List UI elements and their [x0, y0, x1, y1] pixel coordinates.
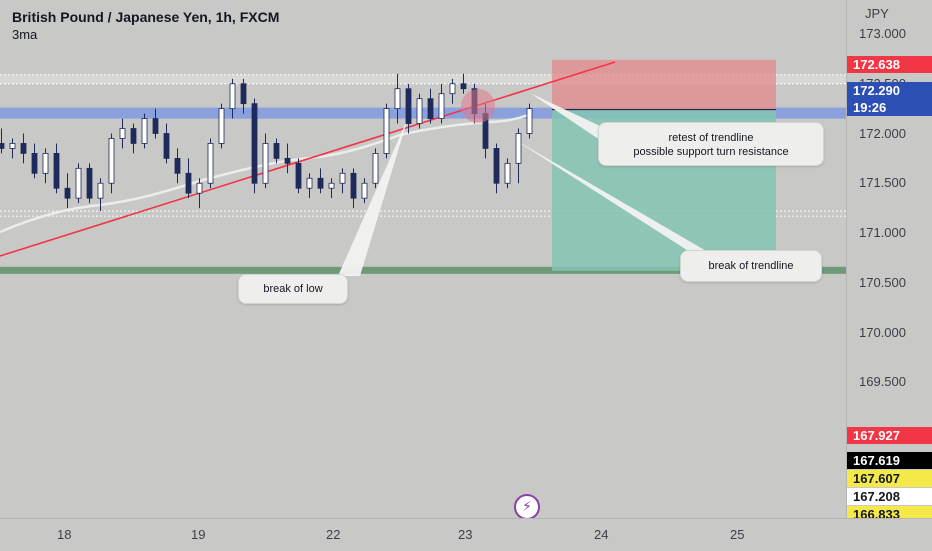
callout-break-of-low-text: break of low [263, 283, 323, 295]
candle-body [504, 162, 511, 184]
price-tick-label: 171.500 [859, 175, 906, 191]
candle-body [152, 118, 159, 134]
candle-body [427, 98, 434, 119]
candle-body [130, 128, 137, 144]
candle-body [251, 103, 258, 184]
candle-body [262, 143, 269, 184]
lightning-icon[interactable]: ⚡ [514, 494, 540, 518]
candle-body [207, 143, 214, 184]
candle-body [493, 148, 500, 184]
price-tick-label: 173.000 [859, 26, 906, 41]
candle-body [438, 93, 445, 119]
candle-body [141, 118, 148, 144]
ascending-trendline [0, 61, 616, 257]
candle-body [284, 157, 291, 164]
candle-body [394, 88, 401, 110]
pointer-break-of-trendline [512, 138, 708, 252]
candle-body [97, 182, 104, 199]
candle-body [218, 108, 225, 144]
candle-body [31, 152, 38, 174]
price-tick-label: 171.000 [859, 225, 906, 240]
symbol-title[interactable]: British Pound / Japanese Yen, 1h, FXCM [12, 9, 280, 25]
price-tag-value: 167.619 [853, 453, 900, 468]
candle-body [185, 172, 192, 194]
price-tag-value: 167.208 [853, 489, 900, 504]
price-tick-label: 169.500 [859, 374, 906, 390]
price-tag-last: 172.290 19:26 [847, 82, 932, 116]
candle-body [526, 108, 533, 134]
candle-body [350, 172, 357, 199]
indicator-label[interactable]: 3ma [12, 27, 38, 42]
price-tag-ma4: 167.208 [847, 488, 932, 505]
callout-retest: retest of trendline possible support tur… [598, 122, 824, 166]
pointer-break-of-low [338, 118, 408, 276]
pointer-retest [530, 93, 600, 140]
price-tag-target: 172.638 [847, 56, 932, 73]
candle-body [328, 182, 335, 189]
candle-body [0, 143, 5, 149]
candle-body [449, 83, 456, 95]
callout-break-of-trendline: break of trendline [680, 250, 822, 282]
candle-body [196, 182, 203, 194]
candle-body [20, 143, 27, 154]
candle-body [515, 133, 522, 164]
candle-body [372, 152, 379, 184]
currency-label: JPY [865, 6, 889, 21]
price-tag-ma1: 167.927 [847, 427, 932, 444]
upper-range-band [0, 74, 846, 84]
candle-body [273, 143, 280, 159]
price-tag-value: 167.607 [853, 471, 900, 486]
price-tick-label: 170.000 [859, 324, 906, 340]
price-tick-label: 170.500 [859, 274, 906, 290]
candle-body [361, 182, 368, 199]
price-tag-countdown: 19:26 [853, 100, 887, 115]
time-tick-label: 18 [57, 527, 72, 542]
price-tag-value: 172.290 [853, 83, 900, 98]
candle-body [53, 152, 60, 189]
candle-body [9, 143, 16, 149]
price-tag-ma2: 167.619 [847, 452, 932, 469]
candle-body [229, 83, 236, 110]
chart-legend: British Pound / Japanese Yen, 1h, FXCM 3… [12, 9, 279, 42]
price-axis[interactable]: JPY 173.000172.500172.000171.500171.0001… [846, 0, 932, 539]
candle-body [460, 83, 467, 90]
candle-body [174, 157, 181, 174]
price-tag-ma3: 167.607 [847, 470, 932, 487]
chart-canvas[interactable] [0, 0, 846, 518]
candle-body [86, 167, 93, 199]
candle-body [295, 162, 302, 189]
candle-body [108, 138, 115, 184]
time-tick-label: 25 [730, 527, 745, 542]
time-axis[interactable]: 18 19 22 23 24 25 [0, 518, 932, 551]
time-tick-label: 22 [326, 527, 341, 542]
candle-body [383, 108, 390, 154]
candle-body [64, 187, 71, 199]
callout-break-of-trendline-text: break of trendline [708, 260, 794, 272]
price-tick-label: 172.000 [859, 125, 906, 141]
candle-body [75, 167, 82, 199]
candle-body [240, 83, 247, 105]
candle-body [306, 177, 313, 189]
time-tick-label: 23 [458, 527, 473, 542]
candle-body [405, 88, 412, 124]
callout-retest-line1: retest of trendline [668, 132, 754, 144]
chart-plot-area[interactable]: British Pound / Japanese Yen, 1h, FXCM 3… [0, 0, 846, 518]
callout-retest-line2: possible support turn resistance [633, 146, 789, 158]
blue-resistance-band [0, 107, 846, 119]
candle-body [339, 172, 346, 184]
price-tag-value: 167.927 [853, 428, 900, 443]
candle-body [416, 98, 423, 124]
green-support-band [0, 266, 846, 274]
time-tick-label: 24 [594, 527, 609, 542]
candle-body [317, 177, 324, 189]
retest-highlight-circle [461, 89, 495, 123]
stop-loss-zone [552, 59, 776, 110]
candle-body [42, 152, 49, 174]
candle-body [163, 133, 170, 159]
callout-break-of-low: break of low [238, 274, 348, 304]
time-tick-label: 19 [191, 527, 206, 542]
price-tag-value: 172.638 [853, 57, 900, 72]
candle-body [119, 128, 126, 139]
